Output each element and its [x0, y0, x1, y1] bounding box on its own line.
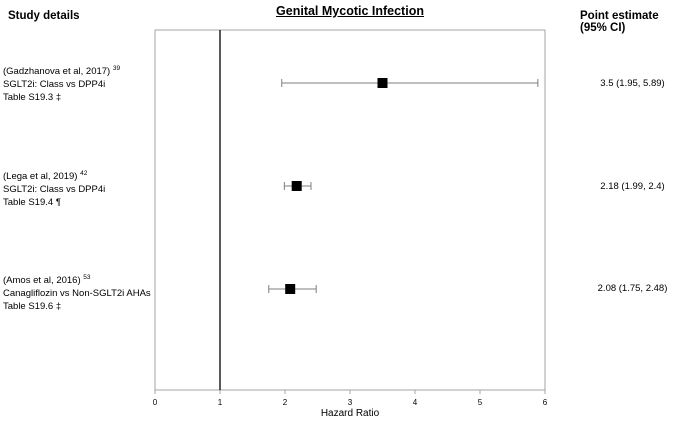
- point-estimate-1: 3.5 (1.95, 5.89): [600, 78, 665, 89]
- x-tick-label: 5: [478, 398, 483, 407]
- x-tick-label: 0: [153, 398, 158, 407]
- study-label-3: (Amos et al, 2016) 53 Canagliflozin vs N…: [3, 271, 151, 313]
- x-tick-label: 4: [413, 398, 418, 407]
- study-reference: 53: [83, 274, 91, 281]
- study-comparison: SGLT2i: Class vs DPP4i: [3, 184, 106, 196]
- study-table: Table S19.4 ¶: [3, 197, 61, 209]
- x-tick-label: 2: [283, 398, 288, 407]
- point-estimate-3: 2.08 (1.75, 2.48): [597, 283, 668, 294]
- study-table: Table S19.3 ‡: [3, 92, 62, 104]
- x-tick-label: 3: [348, 398, 353, 407]
- plot-frame: [154, 29, 546, 391]
- study-comparison: Canagliflozin vs Non-SGLT2i AHAs: [3, 288, 151, 300]
- x-tick-label: 1: [218, 398, 223, 407]
- study-citation: (Gadzhanova et al, 2017): [3, 66, 111, 78]
- x-axis-label: Hazard Ratio: [320, 408, 380, 419]
- study-table: Table S19.6 ‡: [3, 301, 62, 313]
- chart-title: Genital Mycotic Infection: [276, 4, 424, 18]
- point-estimate-marker: [285, 284, 296, 294]
- point-estimate-header: Point estimate (95% CI): [580, 10, 659, 34]
- study-reference: 42: [80, 170, 88, 177]
- point-estimate-marker: [377, 78, 388, 88]
- study-reference: 39: [112, 65, 121, 72]
- study-citation: (Amos et al, 2016): [3, 275, 81, 287]
- point-estimate-marker: [291, 181, 302, 191]
- study-label-2: (Lega et al, 2019) 42 SGLT2i: Class vs D…: [3, 167, 105, 209]
- study-label-1: (Gadzhanova et al, 2017) 39 SGLT2i: Clas…: [3, 62, 120, 104]
- study-details-header: Study details: [8, 10, 80, 22]
- point-estimate-2: 2.18 (1.99, 2.4): [600, 181, 665, 192]
- study-citation: (Lega et al, 2019): [3, 171, 78, 183]
- study-comparison: SGLT2i: Class vs DPP4i: [3, 79, 106, 91]
- x-tick-label: 6: [543, 398, 548, 407]
